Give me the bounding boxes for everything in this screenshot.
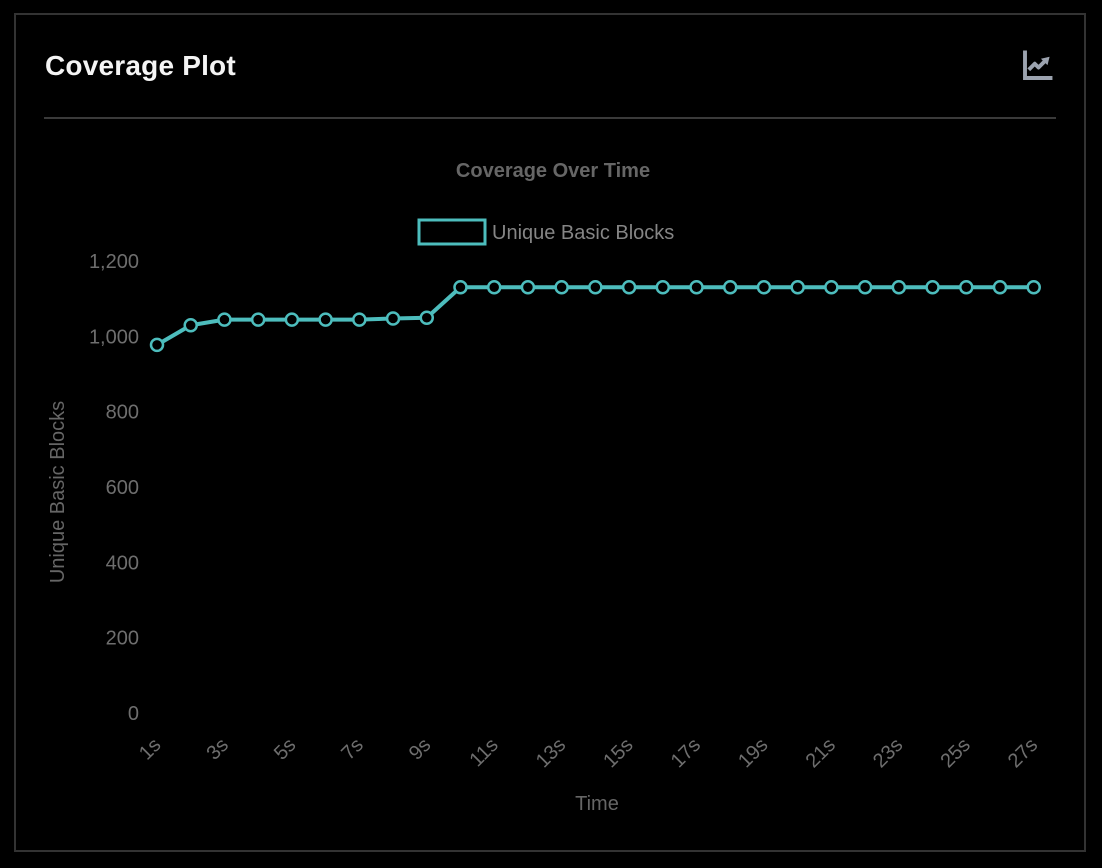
data-point[interactable] [284,312,300,327]
x-tick-label: 25s [936,734,974,772]
y-tick-label: 0 [128,703,139,725]
x-tick-label: 23s [869,734,907,772]
data-point[interactable] [352,312,367,327]
coverage-plot-card: Coverage Plot Coverage Over Time Unique … [14,13,1086,852]
data-point[interactable] [992,279,1008,295]
x-tick-label: 7s [337,734,367,764]
data-point[interactable] [149,337,165,353]
data-point[interactable] [419,310,435,325]
data-point[interactable] [588,279,603,295]
data-point[interactable] [520,279,536,295]
data-point[interactable] [183,318,198,333]
data-point[interactable] [689,279,704,295]
y-tick-label: 800 [106,402,139,424]
x-tick-label: 21s [802,734,840,772]
data-point[interactable] [250,312,266,327]
data-point[interactable] [318,312,333,327]
x-axis-ticks: 1s 3s 5s 7s 9s 11s 13s 15s 17s 19s 21s 23s 25s 27s [135,734,1042,772]
x-tick-label: 15s [599,734,637,772]
x-tick-label: 19s [734,734,772,772]
data-point[interactable] [891,279,907,295]
data-point[interactable] [959,279,974,295]
data-point[interactable] [722,279,738,295]
x-axis-title: Time [575,793,619,815]
data-point[interactable] [925,279,940,295]
data-point[interactable] [1026,279,1041,295]
data-point[interactable] [621,279,637,295]
x-tick-label: 5s [270,734,300,764]
data-point[interactable] [857,279,873,295]
data-point[interactable] [824,279,839,295]
data-point[interactable] [655,279,671,295]
x-tick-label: 11s [465,734,502,771]
legend-label[interactable]: Unique Basic Blocks [492,222,674,244]
x-tick-label: 17s [667,734,705,772]
data-point[interactable] [554,279,569,295]
y-axis-ticks: 0 200 400 600 800 1,000 1,200 [89,251,139,725]
x-tick-label: 13s [532,734,570,772]
header-divider [44,117,1056,119]
legend-swatch[interactable] [417,218,487,246]
chart-title: Coverage Over Time [456,160,650,182]
y-tick-label: 200 [106,628,139,650]
y-tick-label: 400 [106,552,139,574]
data-point[interactable] [217,312,232,327]
chart-canvas: Coverage Over Time Unique Basic Blocks U… [47,160,1042,815]
data-point[interactable] [756,279,772,295]
x-tick-label: 27s [1004,734,1042,772]
y-tick-label: 1,000 [89,326,139,348]
chart-area: Coverage Over Time Unique Basic Blocks U… [16,119,1084,850]
y-axis-title: Unique Basic Blocks [47,401,69,583]
data-point[interactable] [385,311,401,326]
y-tick-label: 1,200 [89,251,139,273]
card-header: Coverage Plot [16,15,1084,117]
chart-line-icon [1019,48,1055,84]
y-tick-label: 600 [106,477,139,499]
x-tick-label: 3s [202,734,232,764]
x-tick-label: 1s [135,734,165,764]
x-tick-label: 9s [405,734,435,764]
data-point[interactable] [790,279,805,295]
series-line-group [149,279,1041,353]
data-point[interactable] [453,279,468,295]
card-title: Coverage Plot [45,50,236,81]
data-point[interactable] [486,279,502,295]
